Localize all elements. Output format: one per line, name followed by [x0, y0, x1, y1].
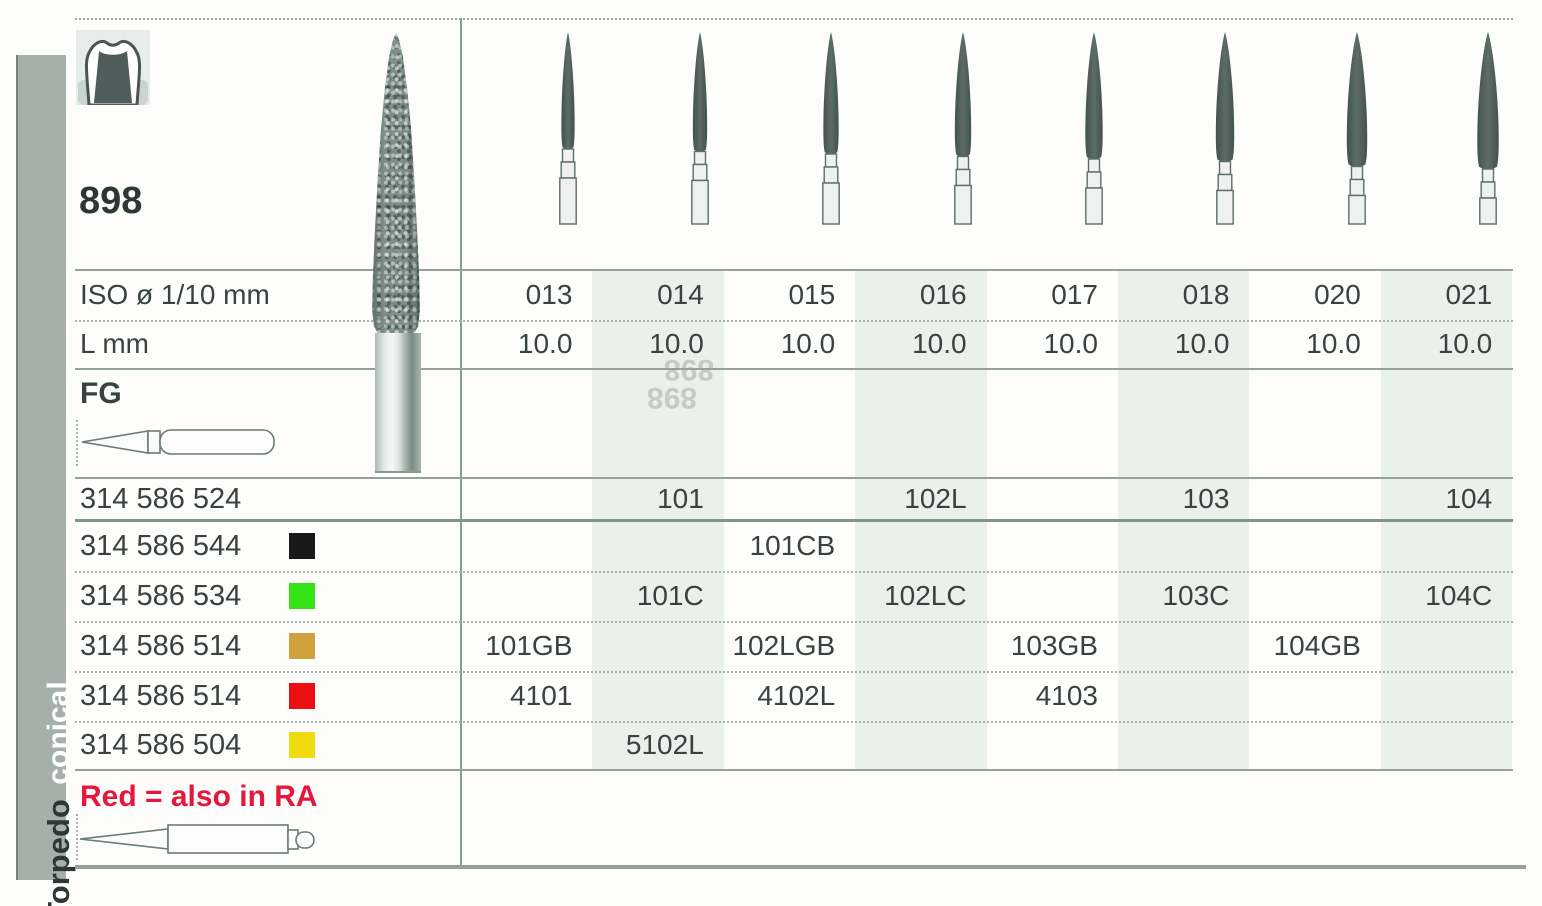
iso-value: 020: [1314, 279, 1361, 310]
grit-color-chip-green: [289, 583, 315, 609]
length-value: 10.0: [1306, 328, 1361, 359]
figure-number: 5102L: [625, 729, 704, 760]
figure-number: 101C: [636, 580, 704, 611]
bur-silhouette-020: [1340, 31, 1374, 231]
bur-silhouette-015: [814, 31, 848, 231]
row-label-length: L mm: [80, 328, 149, 359]
divider: [75, 769, 1513, 771]
figure-number: 103C: [1162, 580, 1230, 611]
length-mark-dotted: [76, 420, 78, 466]
row-label-iso: ISO ø 1/10 mm: [80, 279, 270, 310]
sidebar-type-label: conical: [42, 681, 75, 785]
divider-dotted: [75, 320, 1513, 322]
iso-value: 021: [1445, 279, 1493, 310]
iso-value: 015: [788, 279, 836, 310]
figure-number: 102LC: [884, 580, 967, 611]
divider-dotted: [75, 571, 1513, 573]
figure-number: 101GB: [485, 630, 573, 661]
iso-value: 013: [525, 279, 573, 310]
order-code: 314 586 544: [80, 529, 242, 562]
table-vertical-divider: [460, 18, 462, 869]
bur-silhouette-016: [946, 31, 980, 231]
series-number: 898: [79, 180, 143, 222]
figure-number: 104: [1445, 483, 1493, 514]
divider: [75, 269, 1513, 271]
order-code: 314 586 524: [80, 482, 242, 515]
figure-number: 102LGB: [732, 630, 836, 661]
tooth-prep-icon: [76, 30, 150, 107]
length-value: 10.0: [517, 328, 573, 359]
figure-number: 104GB: [1273, 630, 1361, 661]
iso-value: 018: [1182, 279, 1230, 310]
divider-thick: [75, 519, 1513, 522]
length-value: 10.0: [912, 328, 967, 359]
iso-value: 017: [1051, 279, 1098, 310]
sidebar-shape-label: Torpedo: [41, 799, 76, 906]
figure-number: 102L: [904, 483, 967, 514]
length-mark-dotted: [76, 814, 78, 860]
order-code: 314 586 514: [80, 679, 242, 712]
top-dotted-border: [75, 18, 1513, 20]
length-value: 10.0: [649, 328, 704, 359]
sidebar: Torpedo conical: [16, 55, 76, 906]
figure-number: 101: [657, 483, 704, 514]
grit-color-chip-red: [289, 683, 315, 709]
order-code: 314 586 504: [80, 728, 242, 761]
order-code: 314 586 514: [80, 629, 242, 662]
length-value: 10.0: [1174, 328, 1230, 359]
grit-color-chip-black: [289, 533, 315, 559]
divider-dotted: [75, 671, 1513, 673]
figure-number: 103: [1182, 483, 1230, 514]
figure-number: 4102L: [757, 680, 836, 711]
bur-silhouette-021: [1471, 31, 1505, 231]
bottom-border: [75, 865, 1526, 869]
row-label-shank-fg: FG: [80, 377, 122, 410]
bur-photo-blade: [372, 33, 420, 335]
divider: [75, 368, 1513, 370]
fg-bur-outline-icon: [81, 429, 275, 455]
figure-number: 4101: [510, 680, 573, 711]
grit-color-chip-yellow: [289, 732, 315, 758]
bur-silhouette-013: [551, 31, 585, 231]
length-value: 10.0: [1043, 328, 1098, 359]
divider-dotted: [75, 721, 1513, 723]
grit-color-chip-gold: [289, 633, 315, 659]
bur-photo-shank: [375, 333, 421, 473]
length-value: 10.0: [1437, 328, 1493, 359]
divider: [75, 477, 1513, 479]
watermark-898: 898: [646, 381, 698, 414]
figure-number: 101CB: [749, 530, 836, 561]
figure-number: 104C: [1425, 580, 1493, 611]
bur-silhouette-014: [683, 31, 717, 231]
bur-silhouette-018: [1208, 31, 1242, 231]
note-red-ra: Red = also in RA: [80, 780, 318, 813]
length-value: 10.0: [780, 328, 836, 359]
figure-number: 4103: [1035, 680, 1098, 711]
ra-bur-outline-icon: [79, 824, 315, 854]
order-code: 314 586 534: [80, 579, 242, 612]
iso-value: 014: [657, 279, 704, 310]
divider-dotted: [75, 621, 1513, 623]
figure-number: 103GB: [1010, 630, 1098, 661]
iso-value: 016: [919, 279, 967, 310]
bur-silhouette-017: [1077, 31, 1111, 231]
